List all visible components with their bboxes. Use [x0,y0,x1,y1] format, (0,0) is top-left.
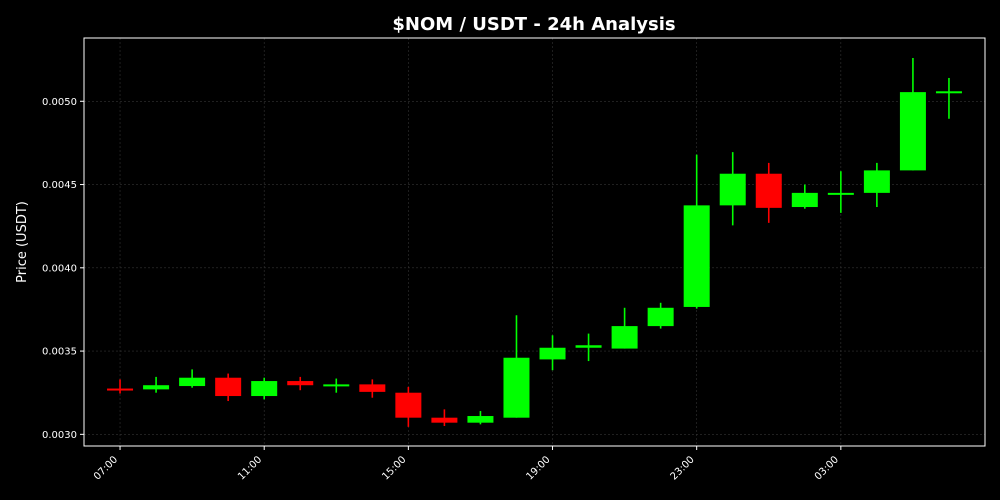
candle [107,379,134,394]
candle-body [359,384,386,392]
chart-title: $NOM / USDT - 24h Analysis [392,14,675,35]
candle [647,302,674,329]
candle-body [251,381,278,397]
candle-body [323,384,350,387]
candle [791,184,818,209]
candle-body [431,417,458,423]
candle [611,307,638,349]
candle [467,411,494,425]
candle-body [863,170,890,193]
candle [899,57,926,171]
candle [143,376,170,393]
candle-body [719,173,746,206]
candle [395,386,422,427]
candle-body [215,377,242,397]
x-tick-label: 03:00 [813,454,841,482]
candle-body [899,92,926,171]
y-axis-ticks: 0.0030 0.0035 0.0040 0.0045 0.0050 [42,97,84,441]
candle [935,77,962,119]
candle-body [647,307,674,327]
candle-body [395,392,422,418]
plot-frame [83,37,986,447]
candle-body [575,345,602,348]
candle-body [755,173,782,208]
candle [863,162,890,208]
y-tick-label: 0.0035 [42,347,77,358]
candle [683,154,710,309]
y-tick-label: 0.0045 [42,180,77,191]
candle-body [467,416,494,423]
candle-body [683,205,710,307]
candle-body [107,388,134,391]
candle [755,162,782,223]
candle [575,333,602,362]
x-tick-label: 15:00 [380,454,408,482]
candle-body [503,357,530,418]
x-tick-label: 19:00 [524,454,552,482]
candles [107,57,962,427]
y-tick-label: 0.0040 [42,263,77,274]
y-tick-label: 0.0030 [42,430,77,441]
candle-body [179,377,206,387]
candle-body [287,381,314,386]
x-tick-label: 11:00 [236,454,264,482]
candle [287,376,314,391]
y-tick-label: 0.0050 [42,97,77,108]
candle-body [791,192,818,208]
x-tick-label: 07:00 [92,454,120,482]
candle [719,152,746,226]
candle [215,373,242,402]
candle [251,377,278,400]
x-axis-ticks: 07:00 11:00 15:00 19:00 23:00 03:00 [92,446,842,483]
candle [179,369,206,388]
candle-body [827,192,854,195]
y-axis-label: Price (USDT) [15,201,30,283]
candle [323,378,350,393]
candle [503,315,530,418]
candle [539,335,566,371]
candle-body [611,326,638,349]
candle-body [143,385,170,390]
candle [359,379,386,398]
candle-body [539,347,566,360]
candle [431,409,458,427]
candle-body [935,91,962,94]
candle [827,171,854,213]
x-tick-label: 23:00 [669,454,697,482]
